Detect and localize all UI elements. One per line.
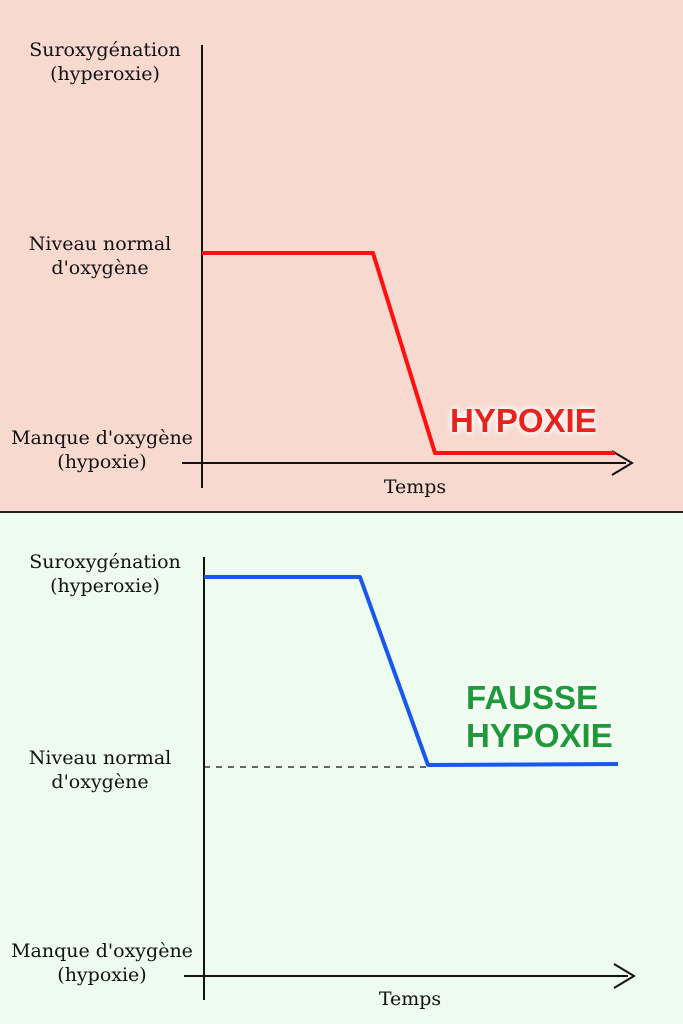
x-label-time: Temps bbox=[378, 988, 442, 1010]
false-hypoxia-diagram bbox=[184, 557, 636, 1000]
y-label-hyperoxia: Suroxygénation (hyperoxie) bbox=[10, 38, 200, 86]
y-label-hyperoxia: Suroxygénation (hyperoxie) bbox=[10, 550, 200, 598]
y-label-normal: Niveau normal d'oxygène bbox=[2, 746, 198, 794]
y-label-normal: Niveau normal d'oxygène bbox=[2, 232, 198, 280]
y-label-normal-line2: d'oxygène bbox=[51, 257, 149, 279]
oxygen-level-curve bbox=[204, 575, 619, 767]
hypoxia-diagram bbox=[182, 45, 634, 488]
y-label-hyperoxia-line2: (hyperoxie) bbox=[50, 575, 160, 597]
oxygen-level-curve bbox=[202, 251, 615, 455]
hypoxia-annotation: HYPOXIE bbox=[450, 402, 597, 439]
false-hypoxia-annotation-line1: FAUSSE bbox=[466, 679, 599, 716]
y-label-hypoxia-line1: Manque d'oxygène bbox=[11, 427, 193, 449]
y-label-hyperoxia-line1: Suroxygénation bbox=[29, 551, 181, 573]
panel-divider bbox=[0, 511, 683, 513]
y-label-hyperoxia-line1: Suroxygénation bbox=[29, 39, 181, 61]
y-label-normal-line1: Niveau normal bbox=[28, 233, 172, 255]
y-label-hypoxia: Manque d'oxygène (hypoxie) bbox=[0, 426, 204, 474]
x-label-time: Temps bbox=[383, 476, 447, 498]
y-label-hypoxia-line2: (hypoxie) bbox=[57, 964, 147, 986]
y-label-hypoxia-line1: Manque d'oxygène bbox=[11, 940, 193, 962]
x-axis-arrow-icon bbox=[613, 963, 636, 989]
y-label-normal-line2: d'oxygène bbox=[51, 771, 149, 793]
x-axis-arrow-icon bbox=[611, 450, 634, 476]
y-label-hyperoxia-line2: (hyperoxie) bbox=[50, 63, 160, 85]
y-label-normal-line1: Niveau normal bbox=[28, 747, 172, 769]
false-hypoxia-annotation-line2: HYPOXIE bbox=[466, 717, 613, 754]
y-label-hypoxia-line2: (hypoxie) bbox=[57, 451, 147, 473]
y-label-hypoxia: Manque d'oxygène (hypoxie) bbox=[0, 939, 204, 987]
false-hypoxia-annotation: FAUSSE HYPOXIE bbox=[466, 679, 613, 755]
false-hypoxia-panel: Suroxygénation (hyperoxie) Niveau normal… bbox=[0, 513, 683, 1024]
hypoxia-panel: Suroxygénation (hyperoxie) Niveau normal… bbox=[0, 0, 683, 511]
